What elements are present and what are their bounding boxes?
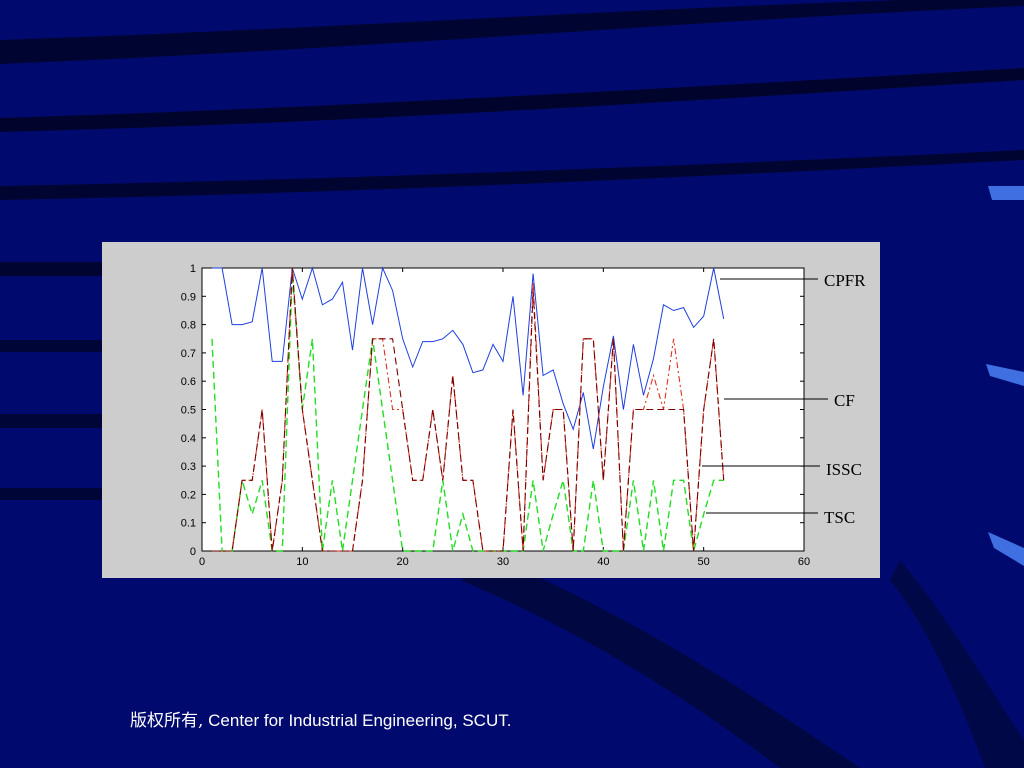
plot-area <box>201 267 805 552</box>
footer-copyright: 版权所有, Center for Industrial Engineering,… <box>130 706 511 731</box>
y-tick-label: 0.8 <box>181 320 196 332</box>
y-tick-label: 0.1 <box>181 518 196 530</box>
x-tick-label: 0 <box>199 556 205 568</box>
legend-label-issc: ISSC <box>826 460 862 479</box>
y-tick-label: 0.2 <box>181 489 196 501</box>
chart-panel: 0 10 20 30 40 50 60 0 0.1 0.2 0.3 0.4 0.5 0.6 0.7 0.8 0.… <box>102 242 880 578</box>
y-tick-label: 0.4 <box>181 433 196 445</box>
series-line-cpfr <box>212 266 725 450</box>
y-tick-label: 0.6 <box>181 376 196 388</box>
y-tick-label: 1 <box>190 263 196 275</box>
y-tick-label: 0 <box>190 546 196 558</box>
series-layer <box>211 266 725 552</box>
x-tick-label: 20 <box>397 556 409 568</box>
x-tick-label: 30 <box>497 556 509 568</box>
legend-label-cpfr: CPFR <box>824 271 866 290</box>
axis-ticks: 0 10 20 30 40 50 60 0 0.1 0.2 0.3 0.4 0.5 0.6 0.7 0.8 0.… <box>181 263 810 568</box>
x-tick-label: 10 <box>296 556 308 568</box>
series-line-issc <box>212 267 725 552</box>
y-tick-label: 0.5 <box>181 405 196 417</box>
legend-callouts: CPFR CF ISSC TSC <box>702 271 866 527</box>
y-tick-label: 0.7 <box>181 348 196 360</box>
y-tick-label: 0.9 <box>181 291 196 303</box>
legend-label-cf: CF <box>834 391 855 410</box>
line-chart: 0 10 20 30 40 50 60 0 0.1 0.2 0.3 0.4 0.5 0.6 0.7 0.8 0.… <box>181 263 867 568</box>
legend-label-tsc: TSC <box>824 508 855 527</box>
x-tick-label: 50 <box>698 556 710 568</box>
x-tick-label: 40 <box>597 556 609 568</box>
x-tick-label: 60 <box>798 556 810 568</box>
copyright-text: 版权所有, <box>130 711 204 731</box>
organization-text: Center for Industrial Engineering, SCUT. <box>203 711 512 730</box>
y-tick-label: 0.3 <box>181 461 196 473</box>
